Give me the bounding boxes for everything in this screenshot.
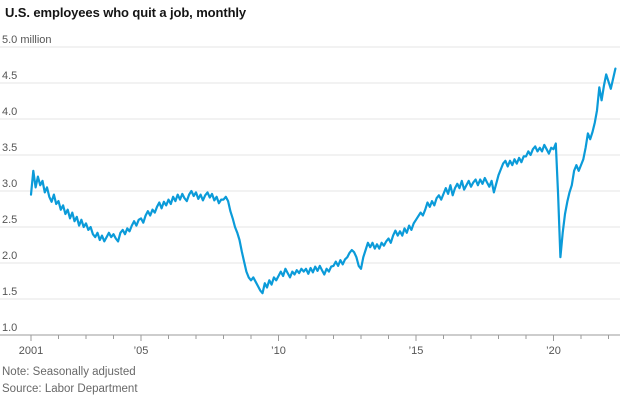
- y-axis-label: 1.5: [2, 286, 17, 298]
- y-axis-label: 5.0 million: [2, 34, 52, 46]
- y-axis-label: 2.5: [2, 214, 17, 226]
- chart-note: Note: Seasonally adjusted: [2, 366, 136, 378]
- y-axis-label: 4.0: [2, 106, 17, 118]
- x-axis-label: 2001: [19, 345, 43, 357]
- y-axis-label: 3.5: [2, 142, 17, 154]
- chart-footnotes: Note: Seasonally adjusted Source: Labor …: [2, 364, 138, 398]
- y-axis-label: 3.0: [2, 178, 17, 190]
- y-axis-label: 2.0: [2, 250, 17, 262]
- chart-title: U.S. employees who quit a job, monthly: [5, 5, 247, 20]
- x-axis-label: ’10: [271, 345, 286, 357]
- y-axis-label: 1.0: [2, 322, 17, 334]
- quits-line-series: [29, 67, 617, 295]
- x-axis-label: ’05: [134, 345, 149, 357]
- y-axis-label: 4.5: [2, 70, 17, 82]
- x-axis-label: ’20: [546, 345, 561, 357]
- x-axis-label: ’15: [409, 345, 424, 357]
- chart-source: Source: Labor Department: [2, 383, 138, 395]
